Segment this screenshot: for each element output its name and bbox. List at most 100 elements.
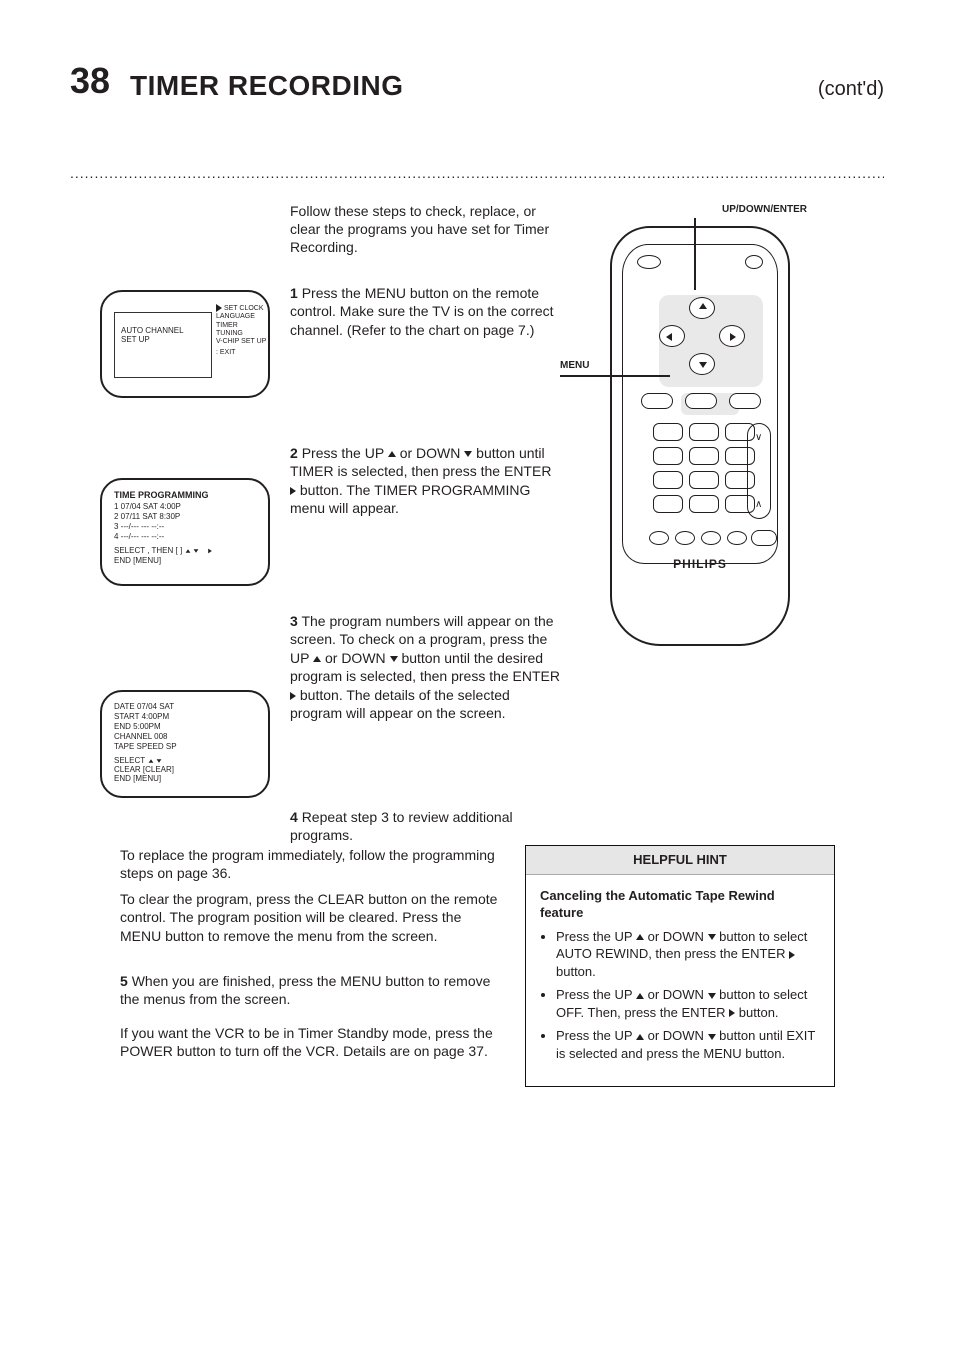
- hint-item-3: Press the UP or DOWN button until EXIT i…: [556, 1027, 820, 1062]
- remote-key-2[interactable]: [689, 423, 719, 441]
- remote-bottom-3[interactable]: [701, 531, 721, 545]
- osd2-title: TIME PROGRAMMING: [114, 490, 256, 500]
- osd3-row-1: START 4:00PM: [114, 712, 256, 722]
- step-1-num: 1: [290, 285, 298, 301]
- step-1-body: Press the MENU button on the remote cont…: [290, 285, 554, 338]
- hint-3-a: Press the UP: [556, 1028, 636, 1043]
- remote-key-7[interactable]: [653, 471, 683, 489]
- triangle-up-icon: [313, 656, 321, 662]
- remote-bottom-2[interactable]: [675, 531, 695, 545]
- triangle-up-icon: [186, 549, 191, 553]
- hint-1-b: or DOWN: [648, 929, 708, 944]
- step-5-num: 5: [120, 973, 128, 989]
- page-title: TIMER RECORDING: [130, 70, 404, 102]
- remote-key-8[interactable]: [689, 471, 719, 489]
- triangle-up-icon: [388, 451, 396, 457]
- remote-bottom-1[interactable]: [649, 531, 669, 545]
- page-number: 38: [70, 60, 110, 102]
- osd3-footer3: END [MENU]: [114, 774, 161, 783]
- page-subtitle: (cont'd): [818, 78, 884, 101]
- remote-bottom-pill[interactable]: [751, 530, 777, 546]
- remote-down-button[interactable]: [689, 353, 715, 375]
- triangle-down-icon: [390, 656, 398, 662]
- hint-list: Press the UP or DOWN button to select AU…: [540, 928, 820, 1063]
- osd3-footer2: CLEAR [CLEAR]: [114, 765, 174, 774]
- callout-updown-enter: UP/DOWN/ENTER: [722, 204, 807, 215]
- remote-top-right-button[interactable]: [745, 255, 763, 269]
- triangle-up-icon: [636, 934, 644, 940]
- remote-bottom-4[interactable]: [727, 531, 747, 545]
- osd2-row-2: 3 ---/--- --- --:--: [114, 522, 256, 532]
- osd3-footer1: SELECT: [114, 756, 145, 765]
- osd2-row-0: 1 07/04 SAT 4:00P: [114, 502, 256, 512]
- dotted-rule: ........................................…: [70, 165, 884, 181]
- remote-key-left-extra[interactable]: [653, 495, 683, 513]
- remote-mid-right-button[interactable]: [729, 393, 761, 409]
- hint-lead: Canceling the Automatic Tape Rewind feat…: [540, 887, 820, 922]
- osd1-row-1: LANGUAGE: [216, 313, 255, 320]
- remote-left-button[interactable]: [659, 325, 685, 347]
- osd3-row-2: END 5:00PM: [114, 722, 256, 732]
- step-3-num: 3: [290, 613, 298, 629]
- osd-screen-2: TIME PROGRAMMING 1 07/04 SAT 4:00P 2 07/…: [100, 478, 270, 586]
- osd1-row-3: TUNING: [216, 330, 243, 337]
- remote-up-button[interactable]: [689, 297, 715, 319]
- step-2-body-d: button. The TIMER PROGRAMMING menu will …: [290, 482, 530, 516]
- hint-body: Canceling the Automatic Tape Rewind feat…: [526, 875, 834, 1087]
- step-2-body-b: or DOWN: [400, 445, 465, 461]
- remote-channel-rocker[interactable]: ∨ ∧: [747, 423, 771, 519]
- leader-line: [560, 375, 670, 377]
- step-1: 1 Press the MENU button on the remote co…: [290, 284, 560, 339]
- remote-key-5[interactable]: [689, 447, 719, 465]
- remote-brand-label: PHILIPS: [623, 557, 777, 571]
- remote-key-0[interactable]: [689, 495, 719, 513]
- remote-power-button[interactable]: [637, 255, 661, 269]
- callout-menu: MENU: [560, 360, 589, 371]
- osd2-footer: SELECT , THEN [ ] END [MENU]: [114, 546, 256, 564]
- osd1-side-menu: SET CLOCK LANGUAGE TIMER TUNING V-CHIP S…: [216, 304, 258, 357]
- step-4-replace: To replace the program immediately, foll…: [120, 846, 500, 883]
- osd-screen-3: DATE 07/04 SAT START 4:00PM END 5:00PM C…: [100, 690, 270, 798]
- leader-line: [694, 218, 696, 290]
- remote-mid-left-button[interactable]: [641, 393, 673, 409]
- hint-item-1: Press the UP or DOWN button to select AU…: [556, 928, 820, 981]
- step-2: 2 Press the UP or DOWN button until TIME…: [290, 444, 560, 518]
- triangle-down-icon: [708, 993, 716, 999]
- hint-2-d: button.: [739, 1005, 779, 1020]
- hint-2-b: or DOWN: [648, 987, 708, 1002]
- step-4-num: 4: [290, 809, 298, 825]
- page: 38 TIMER RECORDING (cont'd) ............…: [0, 0, 954, 1351]
- step-2-body-a: Press the UP: [302, 445, 388, 461]
- triangle-up-icon: [636, 993, 644, 999]
- triangle-right-icon: [208, 549, 212, 554]
- step-4: 4 Repeat step 3 to review additional pro…: [290, 808, 560, 845]
- step-4-body: Repeat step 3 to review additional progr…: [290, 809, 513, 843]
- remote-key-1[interactable]: [653, 423, 683, 441]
- intro-text: Follow these steps to check, replace, or…: [290, 202, 565, 257]
- triangle-right-icon: [789, 951, 795, 959]
- step-3: 3 The program numbers will appear on the…: [290, 612, 560, 723]
- hint-2-a: Press the UP: [556, 987, 636, 1002]
- remote-body: ∨ ∧ PHILIPS: [610, 226, 790, 646]
- triangle-right-icon: [730, 333, 736, 341]
- triangle-right-icon: [290, 692, 296, 700]
- osd2-row-3: 4 ---/--- --- --:--: [114, 532, 256, 542]
- page-header: 38 TIMER RECORDING (cont'd): [70, 60, 884, 120]
- remote-key-4[interactable]: [653, 447, 683, 465]
- remote-right-enter-button[interactable]: [719, 325, 745, 347]
- osd3-rows: DATE 07/04 SAT START 4:00PM END 5:00PM C…: [114, 702, 256, 752]
- step-5-line1: When you are finished, press the MENU bu…: [120, 973, 490, 1007]
- osd1-selection-label: AUTO CHANNEL SET UP: [121, 327, 207, 345]
- step-5-rest: If you want the VCR to be in Timer Stand…: [120, 1024, 510, 1061]
- triangle-up-icon: [636, 1034, 644, 1040]
- osd3-row-0: DATE 07/04 SAT: [114, 702, 256, 712]
- remote-control-illustration: ∨ ∧ PHILIPS: [590, 226, 820, 656]
- osd-screen-1: AUTO CHANNEL SET UP SET CLOCK LANGUAGE T…: [100, 290, 270, 398]
- osd3-footer: SELECT CLEAR [CLEAR] END [MENU]: [114, 756, 256, 784]
- osd2-row-1: 2 07/11 SAT 8:30P: [114, 512, 256, 522]
- triangle-down-icon: [708, 1034, 716, 1040]
- remote-menu-button[interactable]: [685, 393, 717, 409]
- osd3-row-3: CHANNEL 008: [114, 732, 256, 742]
- osd1-row-2: TIMER: [216, 322, 238, 329]
- osd1-row-0: SET CLOCK: [224, 305, 264, 312]
